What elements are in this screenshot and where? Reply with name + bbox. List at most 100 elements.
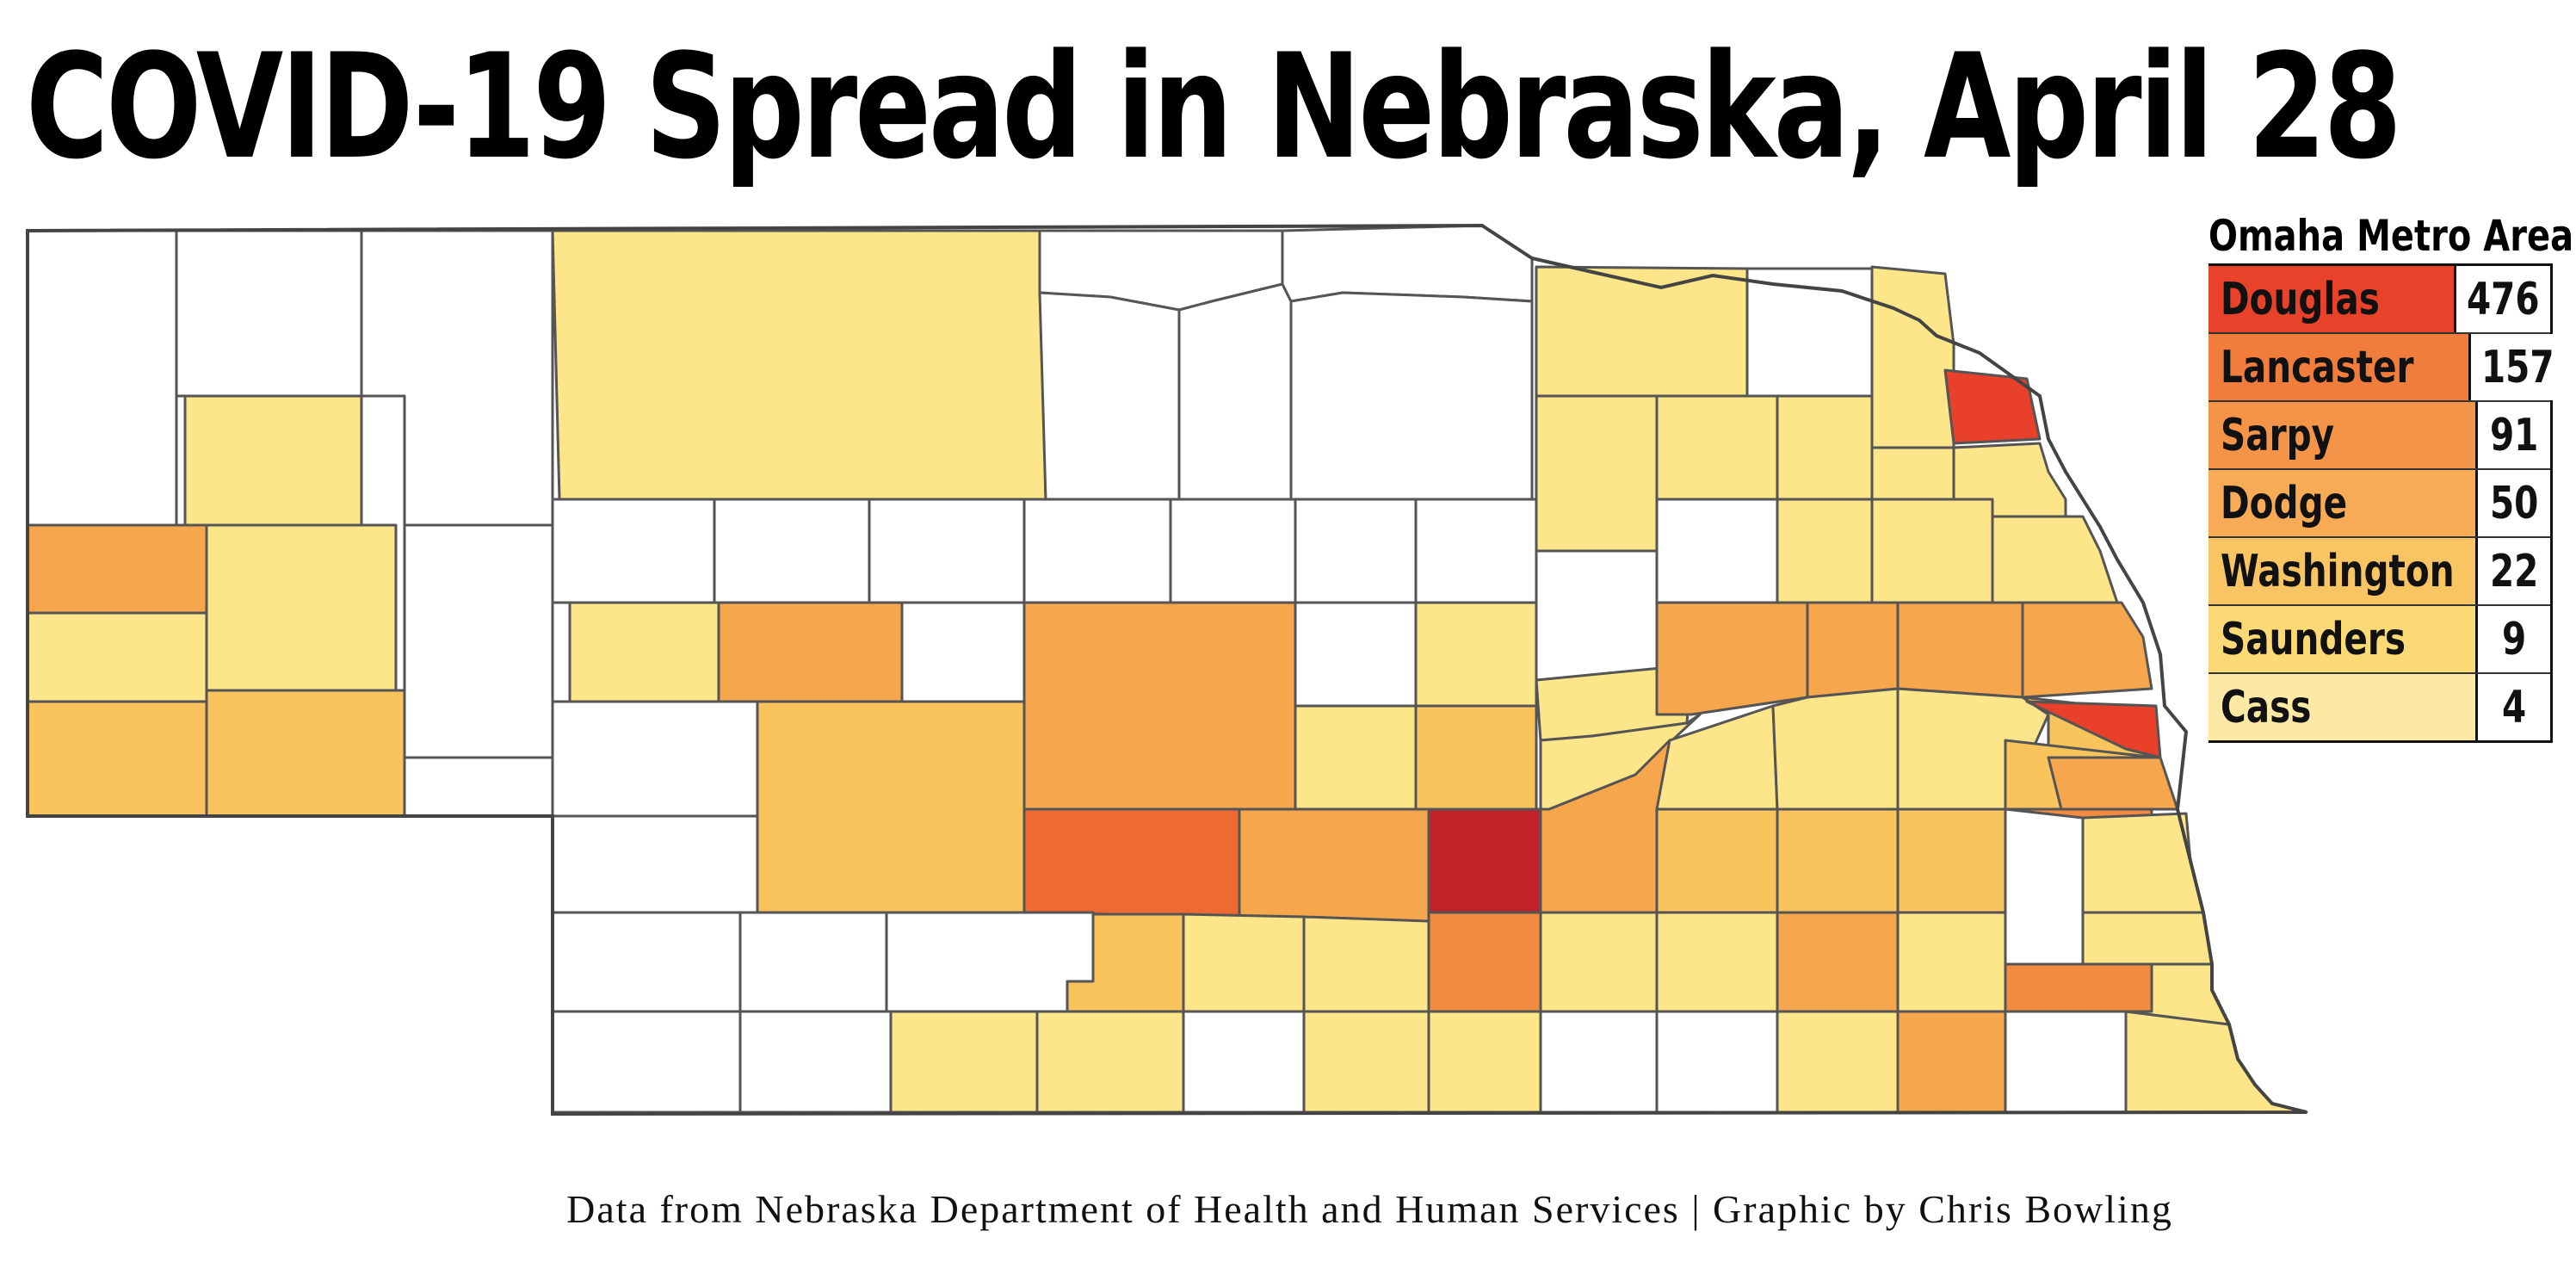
county-15 — [1281, 224, 1534, 303]
county-61 — [1776, 394, 1874, 501]
legend-row-dodge: Dodge 50 — [2208, 470, 2550, 538]
legend-county-name: Washington — [2208, 538, 2475, 604]
state-outline — [26, 223, 2307, 1117]
county-28 — [1294, 601, 1418, 708]
legend-county-name: Dodge — [2208, 470, 2475, 536]
county-25 — [717, 601, 904, 703]
page-title: COVID-19 Spread in Nebraska, April 28 — [26, 22, 2402, 191]
legend-county-name: Saunders — [2208, 606, 2475, 672]
county-19 — [868, 498, 1026, 604]
legend-row-sarpy: Sarpy 91 — [2208, 402, 2550, 470]
county-76 — [1776, 807, 1900, 914]
county-70 — [1896, 601, 2024, 699]
county-48 — [1035, 1010, 1185, 1114]
county-18 — [713, 498, 871, 604]
legend-row-douglas: Douglas 476 — [2208, 266, 2550, 334]
county-87 — [1896, 911, 2007, 1013]
county-92 — [1539, 1010, 1659, 1114]
county-5 — [205, 523, 398, 692]
county-90 — [2081, 911, 2214, 966]
county-40 — [885, 911, 1095, 1013]
county-55 — [1535, 549, 1659, 682]
county-34 — [1238, 807, 1430, 927]
county-8 — [205, 689, 406, 818]
county-1 — [175, 229, 363, 398]
county-7 — [26, 700, 208, 818]
county-9 — [403, 523, 554, 759]
county-32 — [551, 814, 759, 914]
county-42 — [1182, 912, 1306, 1013]
legend-case-count: 9 — [2475, 606, 2550, 672]
county-47 — [889, 1010, 1039, 1114]
county-22 — [1294, 498, 1418, 604]
county-69 — [1991, 515, 2119, 604]
county-54 — [1655, 394, 1779, 501]
county-51 — [1427, 1010, 1542, 1114]
county-59 — [1655, 601, 1809, 716]
county-31 — [756, 700, 1043, 914]
legend-county-name: Lancaster — [2208, 334, 2468, 400]
legend-row-cass: Cass 4 — [2208, 674, 2550, 740]
county-44 — [1427, 911, 1542, 1013]
county-60 — [1806, 601, 1900, 699]
county-71 — [2021, 601, 2153, 699]
county-39 — [738, 911, 888, 1013]
legend-case-count: 22 — [2475, 538, 2550, 604]
county-37 — [1427, 807, 1542, 914]
county-11 — [551, 229, 1047, 501]
county-83 — [2047, 756, 2179, 811]
county-6 — [26, 611, 208, 703]
county-58 — [1655, 498, 1779, 604]
legend-case-count: 91 — [2475, 402, 2550, 468]
legend-row-washington: Washington 22 — [2208, 538, 2550, 606]
county-64 — [1870, 265, 1955, 449]
county-23 — [1414, 498, 1538, 604]
credit-line: Data from Nebraska Department of Health … — [566, 1187, 2173, 1231]
county-36 — [1414, 704, 1538, 811]
legend-county-name: Sarpy — [2208, 402, 2475, 468]
county-49 — [1182, 1010, 1306, 1114]
county-16 — [1289, 291, 1534, 501]
county-24 — [568, 601, 720, 703]
county-20 — [1022, 498, 1172, 604]
county-75 — [1655, 807, 1779, 914]
county-35 — [1294, 704, 1418, 811]
county-26 — [900, 601, 1026, 703]
county-84 — [1539, 911, 1659, 1013]
county-96 — [2004, 1010, 2128, 1114]
county-66 — [1870, 446, 1955, 501]
legend-table: Douglas 476 Lancaster 157 Sarpy 91 Dodge 50 Wash… — [2208, 263, 2565, 743]
county-52 — [1535, 265, 1749, 398]
county-33 — [1022, 807, 1241, 919]
legend-case-count: 50 — [2475, 470, 2550, 536]
legend-row-saunders: Saunders 9 — [2208, 606, 2550, 674]
county-95 — [1896, 1010, 2007, 1114]
county-4 — [26, 523, 208, 615]
county-94 — [1776, 1010, 1900, 1114]
county-62 — [1776, 498, 1874, 604]
county-10 — [403, 756, 554, 818]
county-74 — [1771, 687, 1900, 811]
county-38 — [551, 911, 742, 1013]
county-43 — [1302, 915, 1430, 1013]
legend-title: Omaha Metro Area — [2208, 211, 2574, 261]
county-14 — [1177, 282, 1293, 501]
legend-county-name: Douglas — [2208, 266, 2455, 332]
county-53 — [1535, 394, 1659, 553]
legend-row-lancaster: Lancaster 157 — [2208, 334, 2565, 402]
county-46 — [738, 1010, 893, 1114]
county-80 — [1896, 807, 2007, 914]
county-13 — [1038, 291, 1181, 501]
legend-case-count: 4 — [2475, 674, 2550, 740]
county-97 — [2124, 1010, 2308, 1114]
county-45 — [551, 1010, 742, 1114]
legend-case-count: 476 — [2454, 266, 2550, 332]
county-85 — [1655, 911, 1779, 1013]
county-93 — [1655, 1010, 1779, 1114]
county-2 — [360, 229, 554, 527]
county-89 — [2081, 812, 2205, 914]
county-29 — [1414, 601, 1538, 708]
county-0 — [26, 229, 178, 527]
county-30 — [551, 700, 759, 818]
